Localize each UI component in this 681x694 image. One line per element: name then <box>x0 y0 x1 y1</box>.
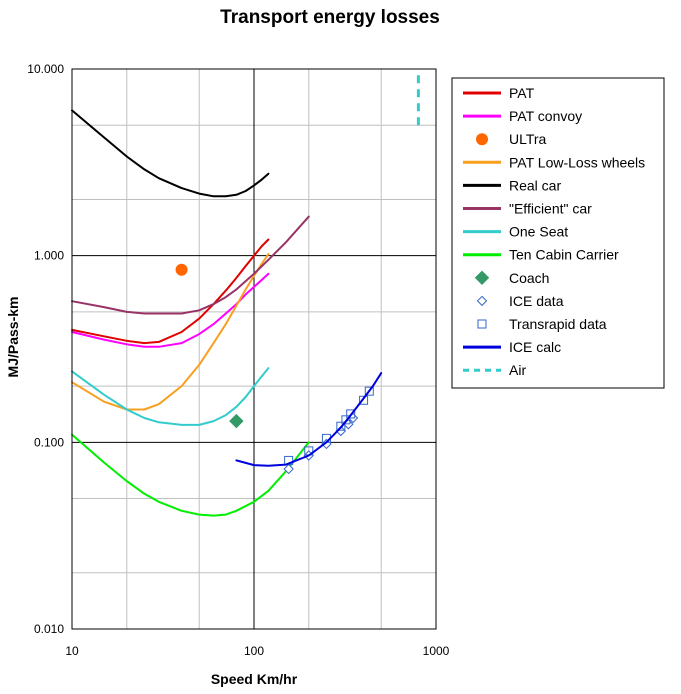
one-seat-series-line <box>71 367 270 426</box>
y-axis-label: MJ/Pass-km <box>5 297 21 378</box>
legend-label: ULTra <box>509 131 547 147</box>
legend-label: ICE data <box>509 293 564 309</box>
pat-convoy-series-line <box>71 272 270 348</box>
legend-label: One Seat <box>509 224 568 240</box>
legend-swatch <box>476 295 488 307</box>
legend: PAT PAT convoy ULTra PAT Low-Loss wheels Rea… <box>451 77 665 389</box>
ice-data-point <box>283 463 294 475</box>
transrapid-data-point <box>364 386 374 396</box>
legend-entry-real-car: Real car <box>463 177 561 193</box>
tick-labels: 10 100 1000 0.010 0.100 1.000 10.000 <box>27 62 449 658</box>
legend-entry-ultra: ULTra <box>476 131 547 147</box>
legend-entry-pat-convoy: PAT convoy <box>463 108 582 124</box>
legend-label: Ten Cabin Carrier <box>509 247 619 263</box>
ultra-point <box>175 263 188 276</box>
legend-entry-pat-low-loss-wheels: PAT Low-Loss wheels <box>463 154 645 170</box>
pat-low-loss-wheels-series-line <box>71 253 270 411</box>
legend-entry-ten-cabin-carrier: Ten Cabin Carrier <box>463 247 619 263</box>
legend-label: ICE calc <box>509 339 561 355</box>
y-tick-label: 1.000 <box>34 249 64 263</box>
grid <box>72 69 436 629</box>
ice-calc-series-line <box>235 372 383 467</box>
legend-label: Transrapid data <box>509 316 607 332</box>
legend-label: PAT convoy <box>509 108 582 124</box>
legend-entry-efficient-car: "Efficient" car <box>463 201 592 217</box>
pat-series-line <box>71 238 270 345</box>
transrapid-data-point <box>359 395 369 405</box>
legend-swatch <box>477 319 487 329</box>
legend-label: Coach <box>509 270 549 286</box>
legend-label: PAT <box>509 85 535 101</box>
x-tick-label: 100 <box>244 644 264 658</box>
x-tick-label: 1000 <box>423 644 450 658</box>
legend-swatch <box>476 133 488 146</box>
y-tick-label: 0.010 <box>34 622 64 636</box>
series-layer <box>71 69 420 517</box>
real-car-series-line <box>71 109 270 198</box>
ten-cabin-carrier-series-line <box>71 433 310 517</box>
efficient-car-series-line <box>71 215 310 315</box>
y-tick-label: 0.100 <box>34 435 64 449</box>
legend-entry-ice-data: ICE data <box>476 293 564 309</box>
legend-label: Real car <box>509 177 561 193</box>
legend-label: "Efficient" car <box>509 201 592 217</box>
plot-border <box>71 68 437 630</box>
transrapid-data-point <box>336 421 346 431</box>
legend-label: Air <box>509 362 526 378</box>
legend-entry-pat: PAT <box>463 85 535 101</box>
y-tick-label: 10.000 <box>27 62 64 76</box>
legend-entry-one-seat: One Seat <box>463 224 568 240</box>
transrapid-data-point <box>346 409 356 419</box>
legend-entry-air: Air <box>463 362 526 378</box>
x-axis-label: Speed Km/hr <box>211 671 298 687</box>
legend-swatch <box>474 270 490 286</box>
legend-entry-coach: Coach <box>474 270 549 286</box>
legend-entry-ice-calc: ICE calc <box>463 339 561 355</box>
legend-label: PAT Low-Loss wheels <box>509 154 645 170</box>
transrapid-data-point <box>341 415 351 425</box>
legend-entry-transrapid-data: Transrapid data <box>477 316 607 332</box>
coach-point <box>229 413 244 429</box>
chart-title: Transport energy losses <box>220 7 440 28</box>
x-tick-label: 10 <box>65 644 79 658</box>
